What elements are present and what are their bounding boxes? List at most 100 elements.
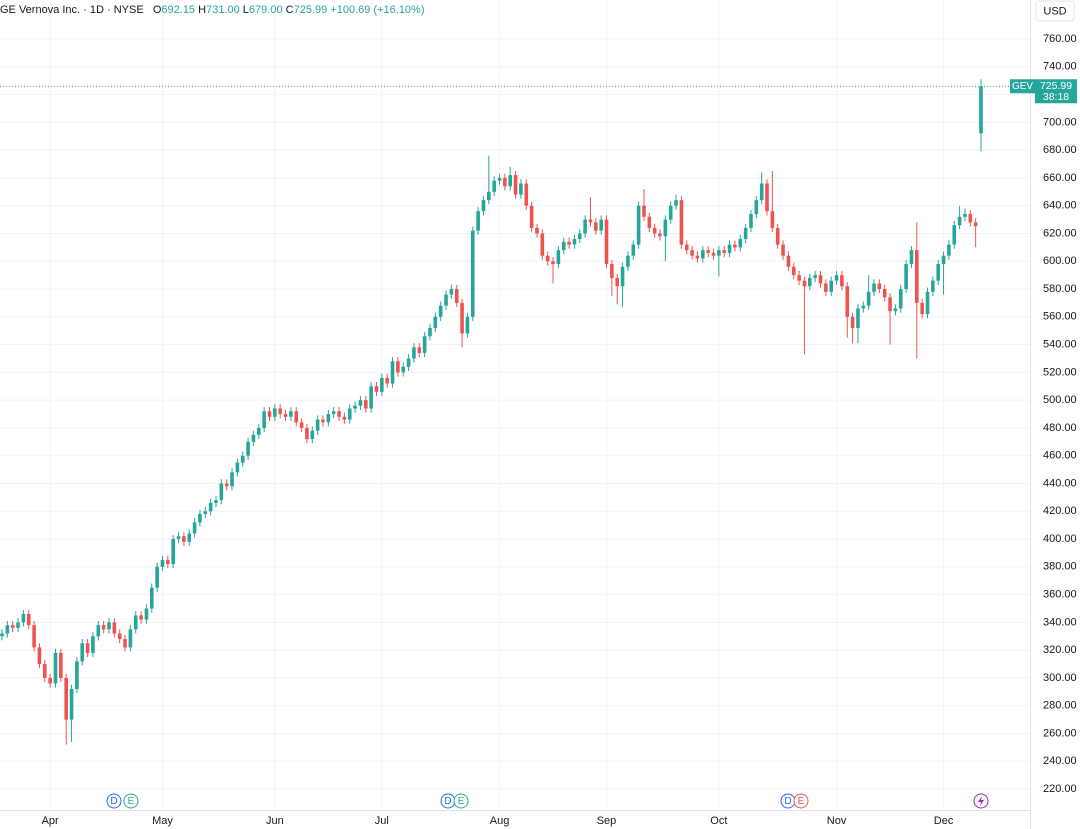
candle-body — [695, 255, 700, 259]
x-tick-label: Nov — [827, 815, 847, 827]
event-label[interactable]: E — [128, 796, 135, 807]
symbol-tag-bg — [1010, 79, 1035, 94]
x-tick-label: Jun — [266, 815, 284, 827]
candle-body — [545, 255, 550, 262]
candle-body — [75, 661, 79, 690]
price-tag: 725.99 — [1040, 80, 1072, 92]
candle-body — [647, 216, 652, 228]
candle-body — [765, 183, 769, 212]
event-label[interactable]: D — [784, 796, 791, 807]
symbol-tag: GEV — [1012, 81, 1033, 92]
candle-body — [273, 408, 277, 417]
candle-body — [305, 427, 309, 440]
candle-body — [808, 277, 812, 287]
candle-body — [535, 227, 539, 234]
candle-body — [85, 643, 90, 653]
y-tick-label: 360.00 — [1043, 588, 1077, 600]
candle-body — [224, 483, 229, 487]
ohlc-value: 679.00 — [248, 4, 283, 16]
candle-body — [347, 408, 352, 420]
y-tick-label: 500.00 — [1043, 394, 1077, 406]
candle-body — [813, 275, 817, 278]
event-badge[interactable] — [106, 793, 122, 809]
candle-body — [42, 664, 47, 678]
candle-body — [396, 361, 400, 373]
candle-body — [155, 566, 159, 588]
candle-body — [256, 427, 261, 435]
event-label[interactable]: D — [444, 796, 451, 807]
candle-body — [540, 233, 545, 256]
candle-body — [374, 386, 379, 392]
candle-body — [492, 180, 496, 192]
candle-body — [476, 211, 480, 231]
candle-body — [128, 629, 133, 648]
candle-body — [310, 430, 315, 440]
candle-body — [802, 280, 807, 287]
candle-body — [59, 652, 63, 678]
y-tick-label: 660.00 — [1043, 172, 1077, 184]
countdown: 38:18 — [1043, 91, 1069, 103]
currency[interactable]: USD — [1043, 5, 1066, 17]
candle-body — [497, 177, 502, 181]
candle-body — [342, 416, 347, 420]
candle-body — [973, 222, 978, 227]
currency-button[interactable] — [1035, 0, 1075, 22]
candle-body — [957, 216, 962, 226]
candle-body — [834, 275, 839, 281]
candle-body — [278, 408, 282, 415]
legend-header: GE Vernova Inc. · 1D · NYSE O692.15 H731… — [0, 4, 425, 16]
candle-body — [818, 275, 823, 284]
candle-body — [711, 252, 716, 256]
candle-body — [5, 625, 10, 634]
event-label[interactable]: E — [798, 796, 805, 807]
candle-body — [208, 502, 213, 512]
candle-body — [759, 183, 764, 201]
candle-body — [363, 400, 368, 409]
candle-body — [915, 250, 919, 303]
candle-body — [235, 462, 240, 473]
candle-body — [37, 647, 42, 665]
candle-body — [775, 227, 780, 245]
ohlc-key: O — [152, 4, 162, 16]
candle-body — [294, 411, 299, 423]
candle-body — [262, 411, 266, 428]
event-label[interactable]: D — [110, 796, 117, 807]
event-badge[interactable] — [123, 793, 139, 809]
candle-body — [781, 244, 785, 256]
candle-body — [192, 522, 197, 534]
candle-body — [353, 405, 357, 409]
event-label[interactable]: E — [458, 796, 465, 807]
candle-body — [171, 539, 175, 565]
candle-body — [882, 289, 887, 298]
alert-icon[interactable] — [973, 793, 989, 809]
candle-body — [626, 255, 630, 267]
candle-body — [21, 614, 26, 623]
candle-body — [144, 608, 149, 620]
candle-body — [652, 227, 657, 234]
candle-body — [529, 205, 534, 228]
candle-body — [513, 175, 518, 195]
candle-body — [754, 200, 759, 215]
event-badge[interactable] — [453, 793, 469, 809]
candle-body — [561, 241, 566, 251]
y-tick-label: 600.00 — [1043, 255, 1077, 267]
candle-body — [604, 219, 609, 265]
candle-body — [925, 291, 930, 315]
candle-body — [551, 261, 555, 265]
event-badge[interactable] — [793, 793, 809, 809]
y-tick-label: 240.00 — [1043, 755, 1077, 767]
candle-body — [840, 275, 844, 287]
candle-body — [401, 366, 406, 373]
candle-body — [454, 289, 459, 303]
x-tick-label: Jul — [375, 815, 389, 827]
candle-body — [733, 244, 737, 248]
candle-body — [160, 559, 165, 567]
candle-body — [524, 183, 529, 206]
y-tick-label: 320.00 — [1043, 644, 1077, 656]
candle-body — [738, 239, 743, 248]
y-tick-label: 580.00 — [1043, 283, 1077, 295]
candle-body — [791, 266, 796, 276]
candle-body — [936, 264, 941, 281]
candle-body — [123, 639, 127, 648]
